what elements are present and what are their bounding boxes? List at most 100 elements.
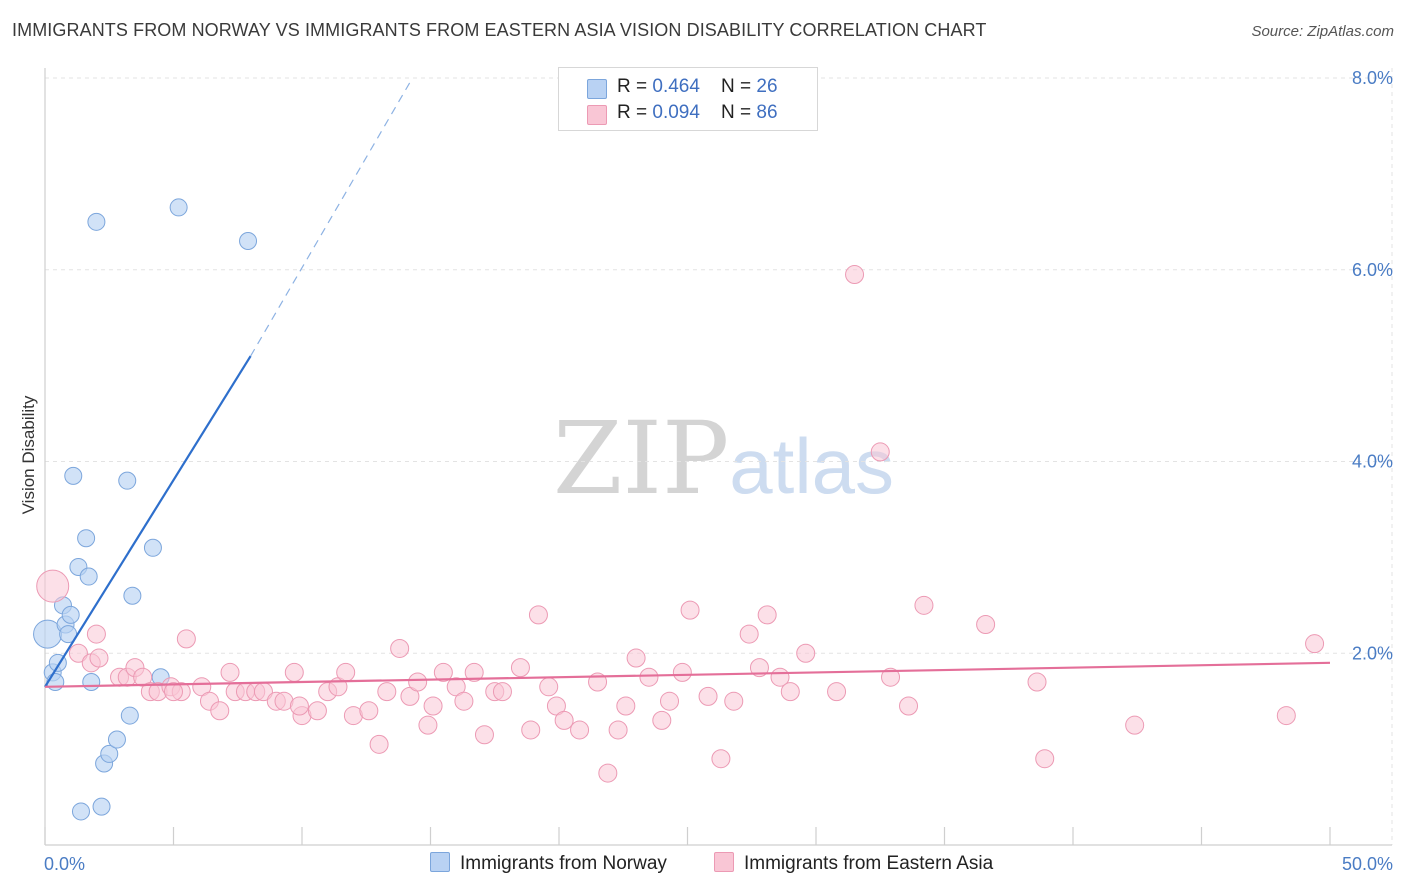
norway-point	[46, 673, 65, 692]
eastern-asia-point	[845, 265, 865, 285]
eastern-asia-point	[652, 710, 672, 730]
eastern-asia-point	[408, 672, 428, 692]
eastern-asia-point	[639, 667, 659, 687]
eastern-asia-trend-line	[44, 661, 1331, 688]
eastern-asia-point	[284, 662, 304, 682]
eastern-asia-points	[36, 265, 1325, 783]
eastern-asia-point	[680, 600, 700, 620]
eastern-asia-point	[68, 643, 88, 663]
eastern-asia-point	[672, 662, 692, 682]
eastern-asia-point	[870, 442, 890, 462]
eastern-asia-point	[369, 734, 389, 754]
eastern-asia-point	[307, 701, 327, 721]
bottom-legend-eastern-asia-label: Immigrants from Eastern Asia	[744, 853, 994, 874]
eastern-asia-point	[36, 569, 70, 603]
tick-labels: 2.0% 4.0% 6.0% 8.0% 0.0% 50.0%	[44, 68, 1393, 874]
norway-point	[120, 706, 139, 725]
norway-swatch	[587, 79, 607, 99]
norway-points	[33, 198, 258, 821]
eastern-asia-point	[1027, 672, 1047, 692]
eastern-asia-swatch	[587, 105, 607, 125]
norway-point	[82, 673, 101, 692]
bottom-legend-norway-label: Immigrants from Norway	[460, 853, 667, 874]
easia-r-value: 0.094	[652, 102, 700, 123]
eastern-asia-point	[660, 691, 680, 711]
eastern-asia-point	[176, 629, 196, 649]
eastern-asia-point	[976, 614, 996, 634]
eastern-asia-point	[1035, 749, 1055, 769]
norway-point	[79, 567, 98, 586]
eastern-asia-point	[739, 624, 759, 644]
x-tick-label: 50.0%	[1342, 854, 1393, 874]
eastern-asia-point	[616, 696, 636, 716]
y-tick-label: 2.0%	[1352, 643, 1393, 663]
eastern-asia-point	[492, 682, 512, 702]
y-tick-label: 6.0%	[1352, 260, 1393, 280]
eastern-asia-point	[598, 763, 618, 783]
easia-r-label: R =	[617, 102, 653, 123]
eastern-asia-point	[698, 686, 718, 706]
norway-n-value: 26	[756, 76, 778, 97]
eastern-asia-point	[626, 648, 646, 668]
norway-trend-line	[44, 355, 252, 688]
trend-lines	[44, 77, 1331, 688]
eastern-asia-point	[359, 701, 379, 721]
eastern-asia-point	[433, 662, 453, 682]
eastern-asia-point	[899, 696, 919, 716]
norway-point	[143, 538, 162, 557]
chart-source: Source: ZipAtlas.com	[1251, 23, 1394, 40]
eastern-asia-point	[749, 658, 769, 678]
eastern-asia-point	[423, 696, 443, 716]
norway-r-label: R =	[617, 76, 653, 97]
eastern-asia-point	[220, 662, 240, 682]
axes	[44, 68, 1392, 846]
norway-n-label: N =	[721, 76, 757, 97]
chart-title: IMMIGRANTS FROM NORWAY VS IMMIGRANTS FRO…	[12, 20, 987, 40]
norway-point	[169, 198, 188, 217]
eastern-asia-point	[210, 701, 230, 721]
grid-lines	[45, 68, 1393, 845]
zipatlas-watermark: ZIPatlas	[553, 400, 894, 517]
eastern-asia-point	[510, 658, 530, 678]
norway-point	[61, 605, 80, 624]
norway-point	[118, 471, 137, 490]
eastern-asia-point	[1276, 706, 1296, 726]
watermark-atlas: atlas	[729, 422, 895, 510]
eastern-asia-point	[164, 682, 183, 702]
y-axis-label: Vision Disability	[19, 395, 38, 514]
eastern-asia-point	[89, 648, 109, 668]
correlation-legend: R = 0.464 N = 26 R = 0.094 N = 86	[558, 67, 818, 131]
eastern-asia-point	[418, 715, 438, 735]
eastern-asia-point	[528, 605, 548, 625]
eastern-asia-point	[554, 710, 574, 730]
bottom-legend-norway: Immigrants from Norway	[430, 852, 667, 875]
norway-point	[123, 586, 142, 605]
norway-r-value: 0.464	[652, 76, 700, 97]
y-tick-label: 4.0%	[1352, 452, 1393, 472]
eastern-asia-point	[881, 667, 901, 687]
eastern-asia-point	[724, 691, 744, 711]
norway-trend-extension	[250, 77, 414, 357]
eastern-asia-point	[539, 677, 559, 697]
norway-point	[77, 529, 96, 548]
bottom-legend-norway-swatch	[430, 852, 450, 872]
x-tick-label: 0.0%	[44, 854, 85, 874]
eastern-asia-point	[86, 624, 106, 644]
eastern-asia-point	[464, 662, 484, 682]
eastern-asia-point	[570, 720, 590, 740]
watermark-zip: ZIP	[553, 400, 730, 517]
norway-point	[239, 231, 258, 250]
eastern-asia-point	[780, 682, 800, 702]
eastern-asia-point	[608, 720, 628, 740]
eastern-asia-point	[711, 749, 731, 769]
eastern-asia-point	[377, 682, 397, 702]
eastern-asia-point	[521, 720, 541, 740]
norway-point	[107, 730, 126, 749]
eastern-asia-point	[289, 696, 309, 716]
eastern-asia-point	[1125, 715, 1145, 735]
norway-point	[64, 466, 83, 485]
eastern-asia-point	[1305, 634, 1325, 654]
easia-n-value: 86	[756, 102, 778, 123]
eastern-asia-point	[336, 662, 356, 682]
eastern-asia-point	[796, 643, 816, 663]
